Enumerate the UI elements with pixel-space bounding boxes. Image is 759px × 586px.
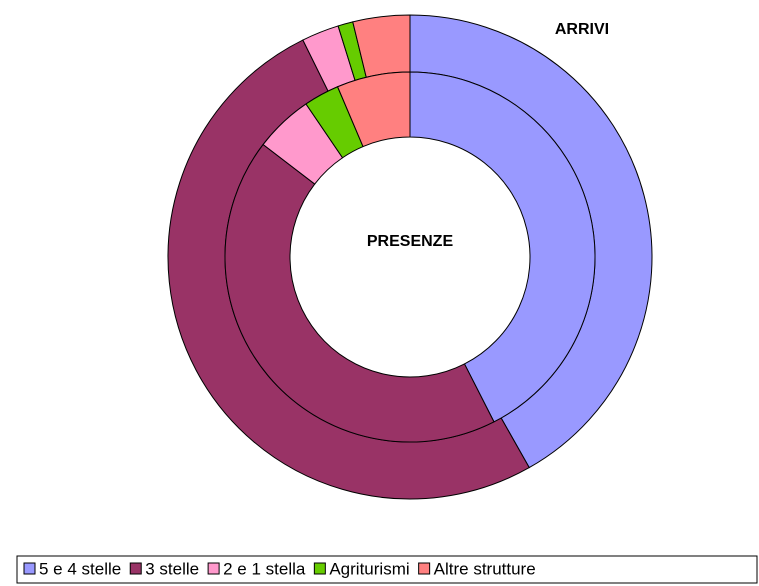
donut-segment <box>224 143 495 443</box>
legend-label: 3 stelle <box>145 559 199 578</box>
legend-swatch <box>207 562 220 575</box>
legend-swatch <box>313 562 326 575</box>
donut-segment <box>336 71 411 148</box>
donut-segment <box>409 71 596 423</box>
legend-swatch <box>418 562 431 575</box>
outer-ring-label: ARRIVI <box>555 21 609 38</box>
legend-label: Agriturismi <box>329 559 409 578</box>
inner-ring-label: PRESENZE <box>367 233 454 250</box>
legend-label: 2 e 1 stella <box>223 559 306 578</box>
legend-label: 5 e 4 stelle <box>39 559 121 578</box>
legend-swatch <box>129 562 142 575</box>
legend-label: Altre strutture <box>434 559 536 578</box>
legend-swatch <box>23 562 36 575</box>
